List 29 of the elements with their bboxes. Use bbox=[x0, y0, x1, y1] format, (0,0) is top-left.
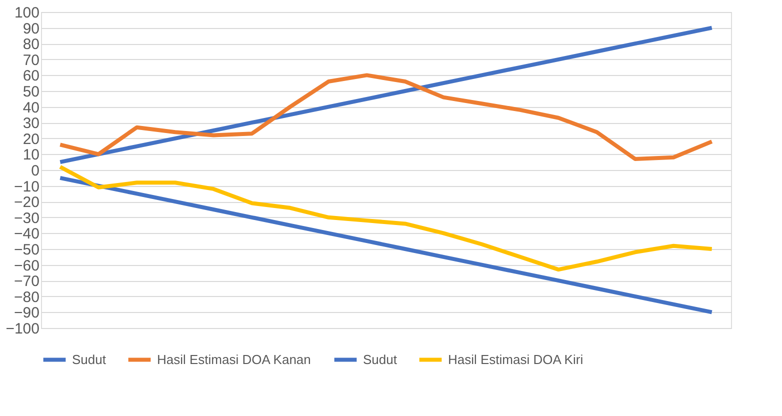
legend-label: Sudut bbox=[363, 352, 398, 367]
y-tick-label: 10 bbox=[22, 146, 40, 164]
y-tick-label: 90 bbox=[22, 20, 40, 38]
y-tick-label: −10 bbox=[14, 178, 40, 196]
y-tick-label: 20 bbox=[22, 130, 40, 148]
y-tick-label: −80 bbox=[14, 288, 40, 306]
legend-label: Hasil Estimasi DOA Kanan bbox=[157, 352, 311, 367]
line-series bbox=[58, 176, 714, 314]
y-tick-label: −90 bbox=[14, 304, 40, 322]
y-tick-label: 50 bbox=[22, 84, 40, 100]
legend-label: Sudut bbox=[72, 352, 106, 367]
y-tick-label: 70 bbox=[22, 52, 40, 69]
y-tick-label: 40 bbox=[22, 99, 40, 116]
y-tick-label: 0 bbox=[31, 162, 40, 180]
y-tick-label: −30 bbox=[14, 210, 40, 227]
y-tick-label: 30 bbox=[22, 115, 40, 132]
y-tick-label: 80 bbox=[22, 36, 40, 54]
line-series bbox=[58, 164, 714, 272]
line-series bbox=[58, 26, 714, 164]
y-tick-label: 60 bbox=[22, 68, 40, 85]
y-tick-label: 100 bbox=[14, 4, 40, 22]
legend-label: Hasil Estimasi DOA Kiri bbox=[448, 352, 584, 367]
y-tick-label: −70 bbox=[14, 273, 40, 290]
y-tick-label: −100 bbox=[6, 320, 40, 338]
line-series bbox=[58, 73, 714, 161]
y-tick-label: −60 bbox=[14, 257, 40, 274]
y-tick-label: −50 bbox=[14, 242, 40, 258]
y-tick-label: −20 bbox=[14, 194, 40, 212]
y-tick-label: −40 bbox=[14, 226, 40, 243]
